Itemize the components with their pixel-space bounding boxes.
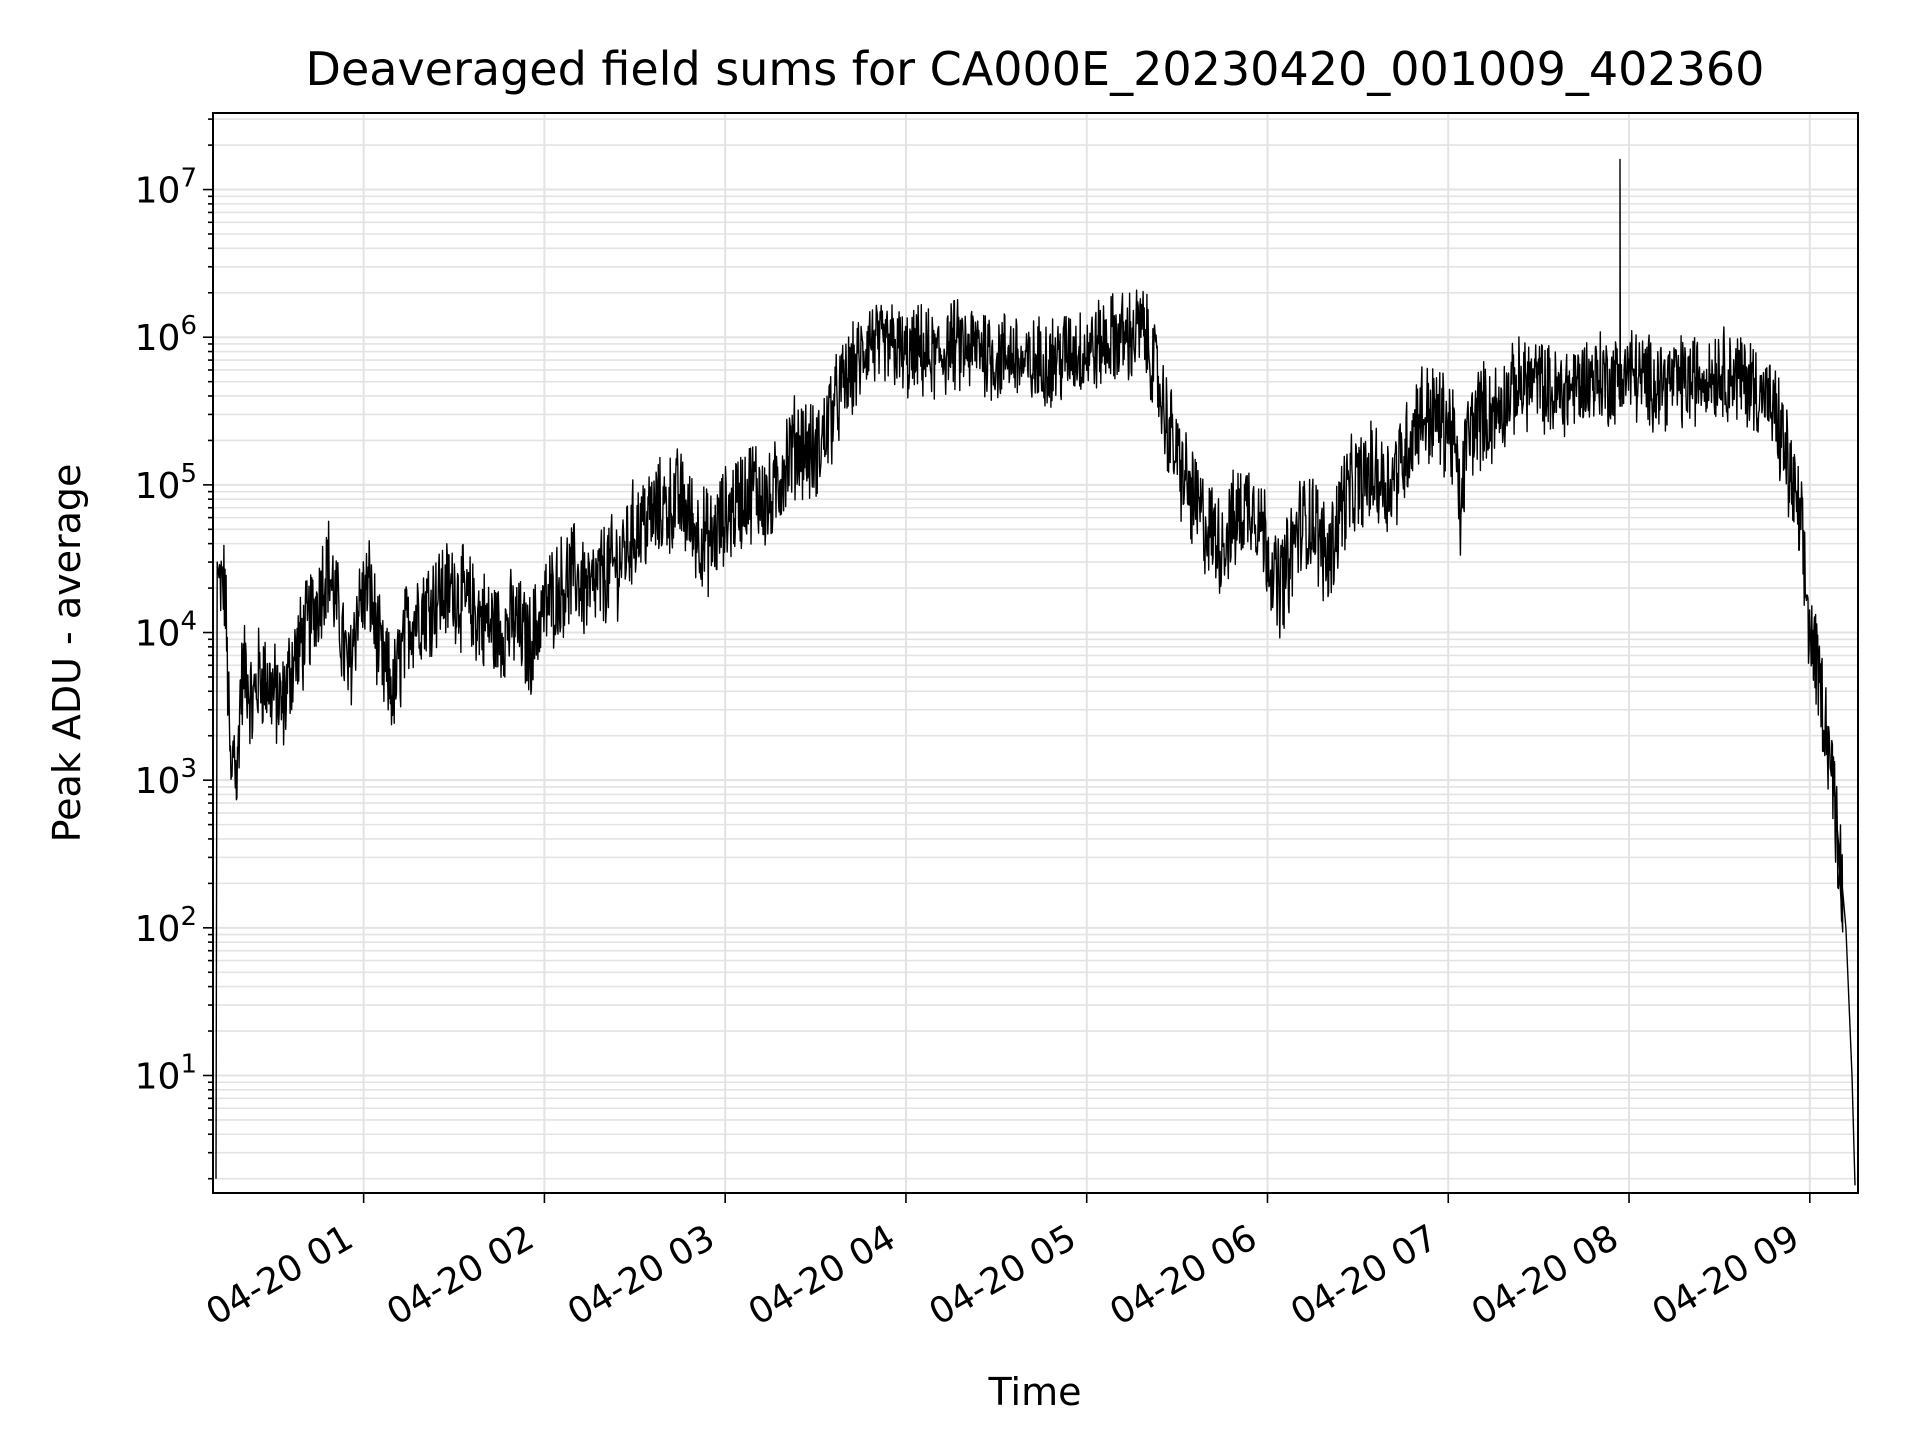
y-tick-base: 10 bbox=[135, 761, 181, 802]
y-axis-label: Peak ADU - average bbox=[45, 464, 89, 843]
series-line-group bbox=[215, 158, 1856, 1186]
y-tick-base: 10 bbox=[135, 171, 181, 212]
y-tick-exponent: 7 bbox=[180, 164, 197, 194]
y-tick-exponent: 1 bbox=[180, 1049, 197, 1079]
y-tick-base: 10 bbox=[135, 466, 181, 507]
y-tick-label: 102 bbox=[135, 902, 197, 950]
y-tick-base: 10 bbox=[135, 909, 181, 950]
y-tick-base: 10 bbox=[135, 318, 181, 359]
y-tick-exponent: 3 bbox=[180, 754, 197, 784]
y-tick-label: 101 bbox=[135, 1049, 197, 1097]
y-tick-exponent: 6 bbox=[180, 311, 197, 341]
y-tick-exponent: 5 bbox=[180, 459, 197, 489]
series-line bbox=[215, 158, 1856, 1186]
y-tick-label: 104 bbox=[135, 607, 197, 655]
y-tick-exponent: 2 bbox=[180, 902, 197, 932]
y-tick-label: 103 bbox=[135, 754, 197, 802]
x-axis-label: Time bbox=[988, 1370, 1082, 1414]
chart-title: Deaveraged field sums for CA000E_2023042… bbox=[306, 42, 1765, 96]
y-tick-label: 107 bbox=[135, 164, 197, 212]
plot-frame bbox=[212, 112, 1859, 1194]
y-tick-exponent: 4 bbox=[180, 607, 197, 637]
y-tick-label: 106 bbox=[135, 311, 197, 359]
y-tick-label: 105 bbox=[135, 459, 197, 507]
y-tick-base: 10 bbox=[135, 1056, 181, 1097]
y-tick-base: 10 bbox=[135, 614, 181, 655]
